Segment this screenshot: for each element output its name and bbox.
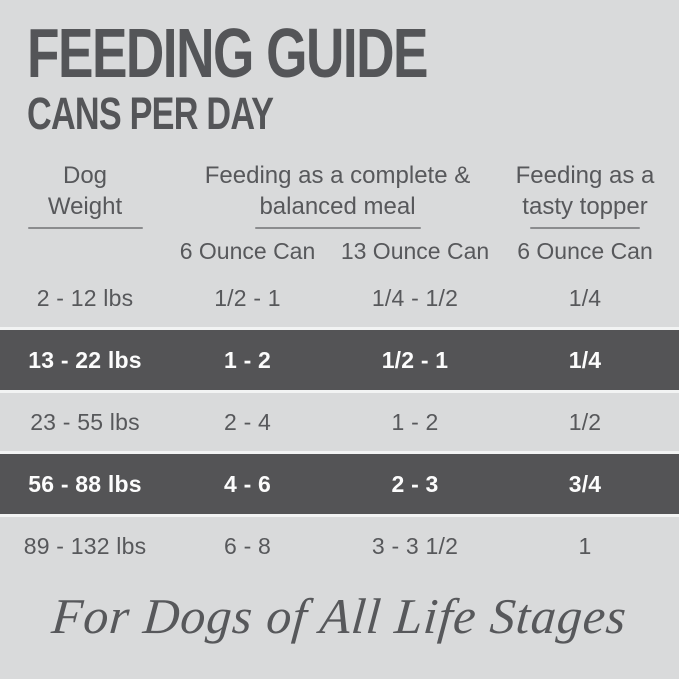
topper-6oz-cell: 1/2 [568,408,602,435]
table-row-highlighted: 13 - 22 lbs 1 - 2 1/2 - 1 1/4 [0,327,679,393]
complete-6oz-cell: 2 - 4 [223,408,272,435]
page-subtitle: CANS PER DAY [27,88,274,139]
tagline-script-text: For Dogs of All Life Stages [49,588,630,644]
subheader-6oz-can: 6 Ounce Can [179,237,316,264]
column-header-complete-meal: Feeding as a complete & balanced meal [170,160,505,229]
header-underline [27,227,143,229]
column-header-line: Dog [62,162,108,189]
header-underline [254,227,421,229]
weight-cell: 23 - 55 lbs [30,408,140,435]
table-row: 89 - 132 lbs 6 - 8 3 - 3 1/2 1 [0,517,679,575]
column-header-tasty-topper: Feeding as a tasty topper [505,160,679,229]
feeding-table: Dog Weight Feeding as a complete & balan… [0,158,679,575]
column-header-line: balanced meal [259,193,416,220]
complete-13oz-cell: 1/2 - 1 [381,346,449,373]
weight-cell: 13 - 22 lbs [28,346,142,373]
complete-13oz-cell: 1 - 2 [391,408,439,435]
column-header-dog-weight: Dog Weight [0,160,170,229]
topper-6oz-cell: 1/4 [568,346,602,373]
table-subheader-row: 6 Ounce Can 13 Ounce Can 6 Ounce Can [0,233,679,269]
complete-13oz-cell: 2 - 3 [391,470,439,497]
column-header-line: Weight [47,193,123,220]
topper-6oz-cell: 1 [578,532,592,559]
complete-6oz-cell: 6 - 8 [223,532,272,559]
complete-6oz-cell: 4 - 6 [223,470,272,497]
complete-6oz-cell: 1/2 - 1 [214,284,281,311]
title-block: FEEDING GUIDE CANS PER DAY [27,14,553,139]
complete-13oz-cell: 3 - 3 1/2 [371,532,459,559]
table-row: 2 - 12 lbs 1/2 - 1 1/4 - 1/2 1/4 [0,269,679,327]
complete-13oz-cell: 1/4 - 1/2 [371,284,459,311]
weight-cell: 56 - 88 lbs [28,470,142,497]
page-title: FEEDING GUIDE [27,14,428,92]
subheader-13oz-can: 13 Ounce Can [340,237,490,264]
weight-cell: 2 - 12 lbs [36,284,134,311]
subheader-6oz-can-topper: 6 Ounce Can [517,237,653,264]
weight-cell: 89 - 132 lbs [23,532,147,559]
topper-6oz-cell: 1/4 [568,284,602,311]
table-row: 23 - 55 lbs 2 - 4 1 - 2 1/2 [0,393,679,451]
table-row-highlighted: 56 - 88 lbs 4 - 6 2 - 3 3/4 [0,451,679,517]
table-header-row: Dog Weight Feeding as a complete & balan… [0,158,679,233]
complete-6oz-cell: 1 - 2 [223,346,272,373]
column-header-line: Feeding as a complete & [204,162,471,189]
column-header-line: tasty topper [522,193,648,220]
topper-6oz-cell: 3/4 [568,470,602,497]
header-underline [530,227,640,229]
column-header-line: Feeding as a [515,162,655,189]
